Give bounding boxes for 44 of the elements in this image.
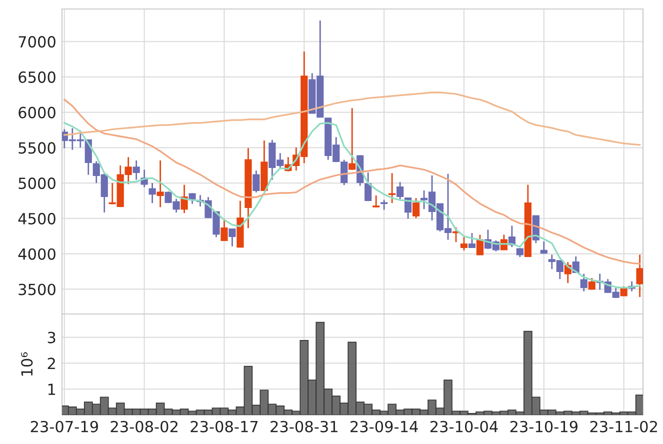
y-tick-label: 6000 [18, 106, 56, 118]
candlestick [476, 234, 484, 256]
candlestick [636, 254, 643, 298]
y-axis-title: 10⁶ [21, 352, 33, 376]
candlestick [580, 273, 588, 292]
candlestick [180, 184, 188, 214]
x-tick-label: 23-11-02 [590, 420, 657, 432]
y-tick-label: 1 [48, 384, 56, 395]
candlestick [468, 232, 476, 248]
candlestick [620, 286, 628, 296]
line-series [64, 98, 641, 265]
candlestick [228, 228, 236, 248]
x-tick-label: 23-10-04 [430, 420, 498, 432]
y-tick-label: 5500 [18, 142, 56, 154]
candlestick [412, 197, 420, 219]
candlestick [460, 236, 468, 252]
x-tick-label: 23-08-17 [190, 420, 258, 432]
candlestick [348, 107, 356, 170]
candlestick [148, 182, 156, 204]
x-tick-label: 23-08-02 [110, 420, 178, 432]
y-tick-label: 6500 [18, 71, 56, 83]
candlestick [220, 218, 228, 242]
candlestick [396, 181, 404, 200]
y-tick-label: 2 [48, 358, 55, 370]
candlestick [364, 172, 372, 202]
y-tick-label: 7000 [18, 36, 56, 48]
x-tick-label: 23-08-31 [270, 420, 338, 432]
x-tick-label: 23-07-19 [30, 420, 98, 432]
y-tick-label: 5000 [18, 178, 56, 190]
candlestick [380, 199, 388, 210]
candlestick [372, 194, 380, 208]
x-tick-label: 23-10-19 [510, 420, 578, 432]
candlestick [132, 160, 140, 180]
y-tick-label: 3 [48, 332, 56, 344]
y-tick-label: 3500 [18, 284, 56, 296]
line-series [64, 92, 641, 146]
y-tick-label: 4500 [18, 212, 56, 224]
candlestick [156, 160, 164, 208]
candlestick [388, 172, 396, 204]
candlestick [188, 192, 196, 204]
candlestick [252, 170, 260, 194]
x-tick-label: 23-09-14 [350, 420, 418, 432]
candlestick [540, 240, 548, 254]
y-tick-label: 4000 [18, 248, 56, 260]
